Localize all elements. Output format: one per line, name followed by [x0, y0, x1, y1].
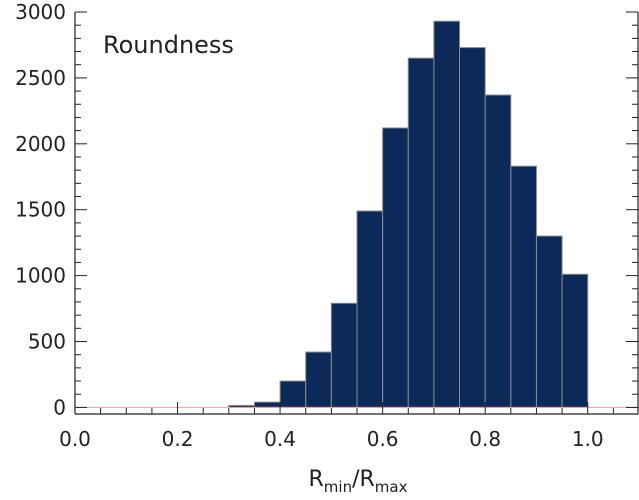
y-tick-label: 500	[28, 330, 66, 354]
histogram-bar	[407, 57, 435, 408]
histogram-bar	[510, 165, 537, 408]
histogram-bar	[253, 401, 281, 408]
x-axis-title: Rmin/Rmax	[309, 467, 408, 496]
chart-title: Roundness	[103, 31, 234, 59]
y-tick-label: 2500	[15, 66, 66, 90]
x-axis-title-sub2: max	[375, 478, 408, 496]
x-tick-label: 0.8	[469, 427, 501, 451]
x-tick-label: 1.0	[572, 427, 604, 451]
y-tick-label: 0	[53, 395, 66, 419]
x-tick-label: 0.2	[162, 427, 194, 451]
x-axis-title-sub1: min	[324, 478, 352, 496]
histogram-bar	[305, 351, 332, 408]
x-axis-title-sep: /R	[352, 467, 375, 492]
axis-ticks	[74, 11, 638, 414]
bars-group	[228, 20, 589, 408]
histogram-bar	[459, 47, 486, 408]
histogram-bar	[561, 273, 589, 408]
y-tick-label: 2000	[15, 132, 66, 156]
y-tick-label: 3000	[15, 0, 66, 24]
histogram-bar	[330, 302, 358, 408]
histogram-bar	[382, 127, 409, 408]
x-tick-label: 0.0	[59, 427, 91, 451]
x-tick-labels: 0.0 0.2 0.4 0.6 0.8 1.0	[59, 427, 604, 451]
y-tick-label: 1500	[15, 198, 66, 222]
y-tick-label: 1000	[15, 264, 66, 288]
histogram-bar	[356, 210, 384, 408]
y-tick-labels: 0 500 1000 1500 2000 2500 3000	[15, 0, 66, 419]
histogram-bar	[535, 235, 563, 408]
histogram-bar	[279, 380, 307, 408]
histogram-bar	[484, 94, 512, 408]
x-tick-label: 0.6	[367, 427, 399, 451]
x-axis-title-main: R	[309, 467, 324, 492]
histogram-bar	[433, 20, 461, 408]
x-tick-label: 0.4	[264, 427, 296, 451]
